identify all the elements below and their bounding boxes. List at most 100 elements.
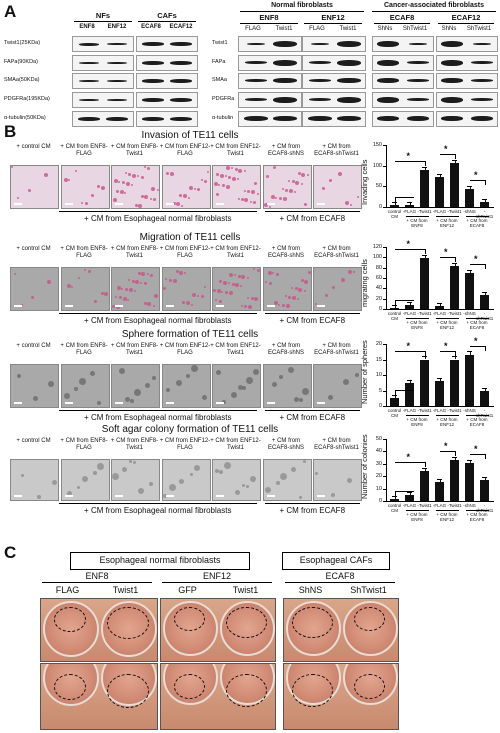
x-tick-label: -shNS (463, 408, 476, 413)
blot-nf-tubulin (72, 111, 134, 127)
cell (281, 188, 284, 190)
tumor-outline (354, 607, 385, 631)
cell (21, 304, 23, 306)
error-cap (452, 160, 457, 162)
cell (273, 301, 278, 305)
cell (11, 166, 13, 168)
y-tick-label: 10 (375, 485, 382, 492)
error-bar (424, 166, 426, 170)
bar (390, 205, 399, 207)
cell (175, 380, 182, 386)
chart-group-line (405, 318, 429, 319)
error-cap (422, 356, 427, 358)
chart-group-label: + CM from ENF8 (406, 417, 428, 427)
chart-group-label: + CM from ENF8 (406, 320, 428, 330)
cell (257, 269, 260, 272)
cell (278, 375, 283, 379)
chart-group-label: + CM from ECAF8 (466, 512, 488, 522)
cell (241, 275, 245, 279)
group-ecaf8: ECAF8 (389, 13, 415, 22)
c-group-enf12: ENF12 (202, 571, 231, 581)
scale-bar (64, 402, 73, 404)
x-tick-label: -FLAG (432, 408, 447, 413)
error-bar (484, 387, 486, 391)
sig-star: * (474, 335, 478, 346)
c-col-twist1-a: Twist1 (112, 585, 139, 595)
cell (153, 305, 155, 307)
error-bar (439, 479, 441, 483)
cell (147, 167, 150, 170)
error-cap (437, 302, 442, 304)
chart-group-line (405, 216, 429, 217)
sig-bracket (439, 451, 455, 453)
error-cap (467, 185, 472, 187)
control-bracket-end (394, 299, 396, 306)
cell (134, 389, 141, 396)
cell (169, 172, 174, 176)
row-tubulin: α-tubulin(50KDa) (4, 115, 46, 121)
cell (165, 388, 170, 392)
cell (264, 281, 267, 283)
control-bracket (394, 299, 414, 301)
cell (196, 188, 200, 191)
cell (232, 283, 235, 286)
blot-caf-smaa (136, 73, 198, 89)
cell (66, 491, 72, 496)
blot-ecaf12-smaa (436, 73, 498, 89)
cell (293, 191, 296, 193)
cell (87, 270, 91, 273)
cell (117, 286, 121, 290)
image-label: + CM from ENF12-Twist1 (210, 343, 261, 356)
cell (244, 305, 247, 308)
sig-bracket-end (424, 350, 426, 356)
cell (281, 304, 285, 307)
chart-group-line (435, 318, 459, 319)
cell (274, 197, 277, 199)
image-label: + CM from ENF12-Twist1 (210, 144, 261, 157)
cell (190, 304, 193, 306)
right-row-fapa: FAPa (212, 59, 226, 65)
scale-bar (64, 495, 73, 497)
x-axis (386, 406, 494, 407)
tumor-outline (174, 674, 205, 700)
cell (303, 280, 308, 284)
sub-col-4: Twist1 (339, 26, 357, 32)
cell (92, 471, 97, 475)
sig-bracket-end (484, 453, 486, 459)
scale-bar (266, 495, 275, 497)
bar (435, 381, 444, 406)
scale-bar (266, 203, 275, 205)
cell (294, 181, 299, 185)
cell (265, 175, 269, 178)
chart-group-label: + CM from ENF12 (436, 512, 458, 522)
cell (226, 166, 230, 170)
y-tick-label: 5 (378, 387, 382, 394)
cell (348, 270, 352, 274)
error-cap (407, 301, 412, 303)
bar (405, 304, 414, 309)
cell (287, 296, 291, 299)
cell (154, 294, 158, 298)
y-tick (383, 488, 386, 490)
scale-bar (266, 305, 275, 307)
cell (307, 271, 311, 274)
cell (226, 185, 230, 189)
cell (134, 290, 136, 292)
scale-bar (115, 495, 123, 497)
cell (277, 304, 280, 306)
error-cap (422, 254, 427, 256)
panel-label-b: B (4, 122, 17, 141)
error-cap (452, 262, 457, 264)
cell (341, 278, 345, 282)
error-bar (394, 202, 396, 206)
cell (100, 292, 104, 295)
y-tick-label: 0 (378, 403, 382, 409)
error-bar (469, 185, 471, 189)
error-cap (407, 491, 412, 493)
cell (93, 300, 97, 303)
cell (135, 204, 138, 207)
cafs-line (138, 21, 196, 22)
bar (435, 177, 444, 207)
y-tick-label: 30 (375, 460, 382, 467)
cell (322, 187, 325, 190)
